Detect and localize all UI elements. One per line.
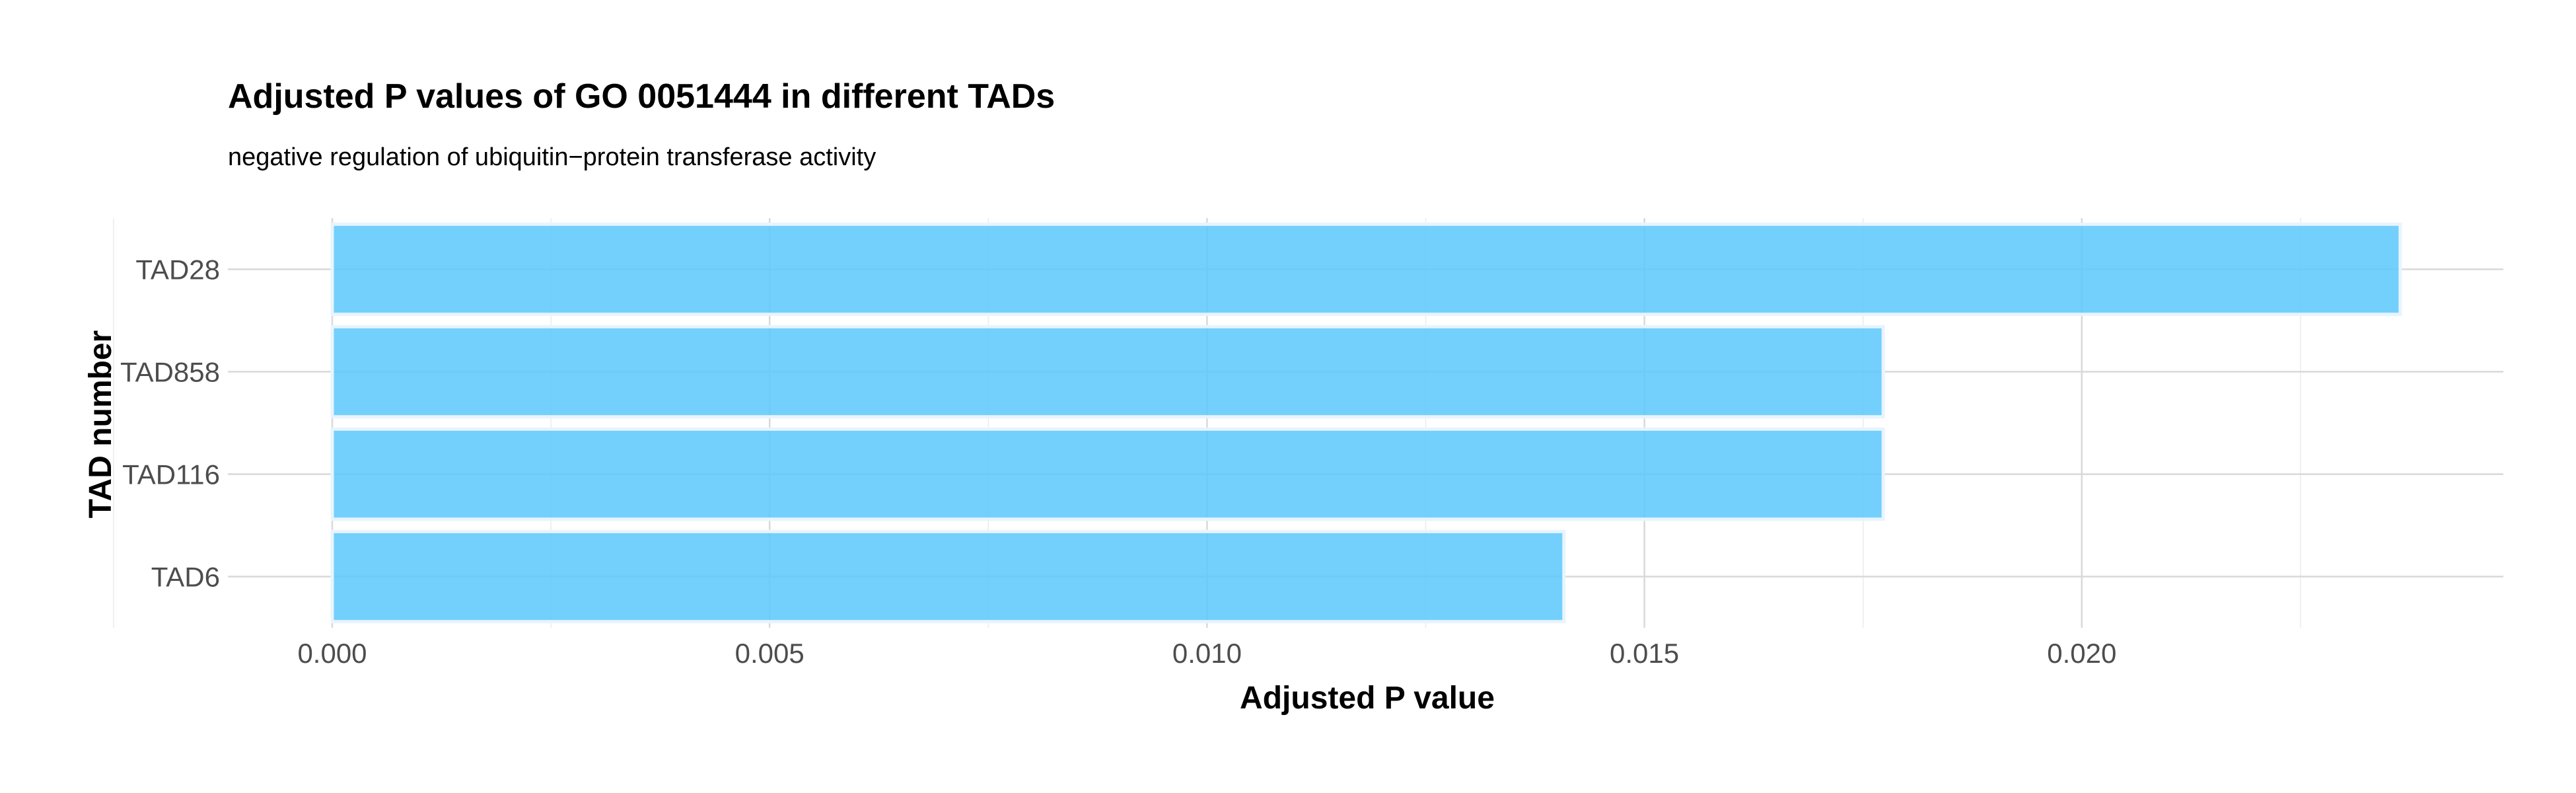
x-tick-label: 0.015	[1610, 638, 1679, 669]
x-axis-title: Adjusted P value	[1240, 681, 1495, 716]
y-tick-label: TAD116	[122, 459, 220, 490]
x-tick-label: 0.005	[735, 638, 805, 669]
bars	[330, 222, 2402, 624]
bar-tad28	[330, 222, 2402, 317]
bar-tad6	[330, 529, 1566, 624]
y-tick-label: TAD28	[135, 254, 220, 285]
chart-title: Adjusted P values of GO 0051444 in diffe…	[228, 77, 1055, 116]
y-axis-ticks: TAD28 TAD858 TAD116 TAD6	[120, 254, 220, 593]
x-tick-label: 0.010	[1172, 638, 1242, 669]
x-tick-label: 0.020	[2047, 638, 2116, 669]
y-axis-title: TAD number	[83, 330, 118, 518]
y-tick-label: TAD6	[151, 562, 220, 593]
x-axis-ticks: 0.000 0.005 0.010 0.015 0.020	[297, 638, 2116, 669]
bar-tad858	[330, 324, 1885, 419]
y-tick-label: TAD858	[120, 357, 220, 388]
chart-subtitle: negative regulation of ubiquitin−protein…	[228, 143, 876, 171]
bar-tad116	[330, 427, 1885, 521]
x-tick-label: 0.000	[297, 638, 367, 669]
